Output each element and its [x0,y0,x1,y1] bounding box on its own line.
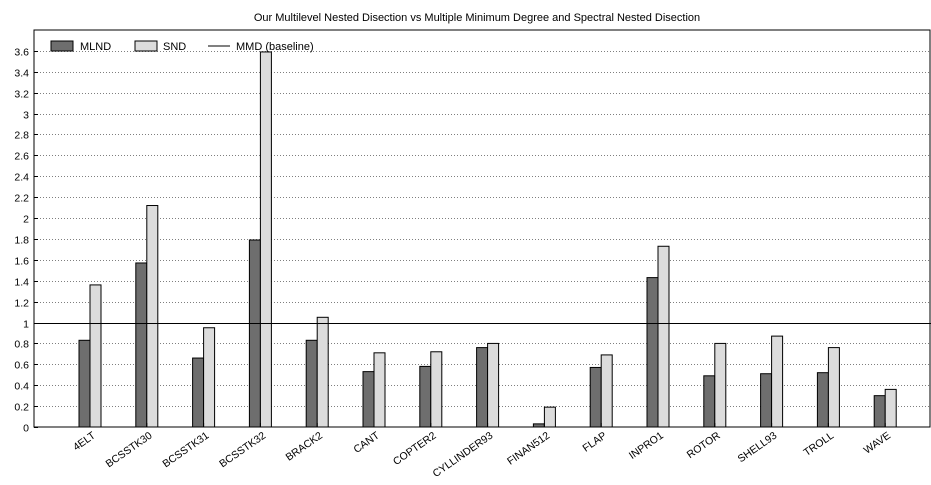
y-tick-label: 3.2 [14,89,29,101]
y-tick-label: 1 [23,319,29,331]
bar-snd-bcsstk32 [259,51,272,428]
bar-snd-cyllinder93 [487,342,500,428]
plot-frame [33,29,931,428]
y-tick-label: 3 [23,110,29,122]
bar-snd-rotor [714,342,727,428]
x-tick-label: BRACK2 [284,430,325,464]
bar-snd-flap [600,354,613,428]
y-tick-label: 1.8 [14,235,29,247]
bar-snd-cant [373,352,386,428]
bar-mlnd-bcsstk30 [135,262,148,428]
x-tick-label: INPRO1 [627,430,666,462]
x-tick-label: BCSSTK32 [217,430,268,471]
y-tick-label: 0.2 [14,402,29,414]
bar-mlnd-brack2 [305,339,318,428]
legend-swatch-snd [134,40,158,52]
bars [78,51,897,428]
y-tick-label: 2.6 [14,151,29,163]
legend-label-mmd: MMD (baseline) [236,41,314,53]
y-tick-label: 1.2 [14,298,29,310]
bar-mlnd-bcsstk32 [248,239,261,428]
bar-mlnd-shell93 [760,373,773,428]
y-tick-label: 2.2 [14,193,29,205]
bar-mlnd-cant [362,371,375,428]
bar-mlnd-wave [873,395,886,428]
y-tick-label: 2.4 [14,172,29,184]
bar-snd-bcsstk30 [146,205,159,428]
x-tick-label: BCSSTK31 [160,430,211,471]
bar-snd-copter2 [430,351,443,428]
x-tick-label: ROTOR [685,429,723,461]
y-tick-label: 1.6 [14,256,29,268]
legend-swatch-mlnd [50,40,74,52]
bar-snd-wave [884,388,897,428]
x-tick-label: COPTER2 [391,430,439,468]
x-tick-label: CYLLINDER93 [431,430,496,480]
legend-label-snd: SND [163,41,186,53]
x-tick-label: SHELL93 [736,430,780,466]
bar-mlnd-cyllinder93 [476,347,489,428]
y-tick-label: 0.4 [14,381,29,393]
bar-mlnd-rotor [703,375,716,428]
bar-snd-shell93 [771,335,784,428]
legend: MLND SND MMD (baseline) [50,40,314,53]
y-tick-label: 2.8 [14,130,29,142]
legend-label-mlnd: MLND [80,41,111,53]
x-axis: 4ELT BCSSTK30 BCSSTK31 BCSSTK32 BRACK2 CANT CO… [71,423,893,480]
bar-mlnd-4elt [78,339,91,428]
bar-mlnd-bcsstk31 [192,357,205,428]
x-tick-label: TROLL [802,430,837,459]
bar-snd-bcsstk31 [203,327,216,428]
x-tick-label: FINAN512 [505,430,552,468]
x-tick-label: FLAP [581,430,609,455]
x-tick-label: 4ELT [71,429,98,453]
bar-mlnd-troll [816,372,829,428]
x-tick-label: WAVE [862,430,893,457]
bar-snd-4elt [89,284,102,428]
bar-snd-troll [827,347,840,428]
y-tick-label: 0.8 [14,339,29,351]
y-tick-label: 0 [23,423,29,435]
bar-mlnd-flap [589,366,602,428]
y-tick-label: 2 [23,214,29,226]
y-axis: 0 0.2 0.4 0.6 0.8 1 1.2 1.4 1.6 1.8 2 2.2 2.4 2.6 2.8 3… [14,47,38,435]
y-tick-label: 3.6 [14,47,29,59]
y-tick-label: 0.6 [14,360,29,372]
bar-mlnd-inpro1 [646,277,659,428]
x-tick-label: BCSSTK30 [104,430,155,471]
bar-snd-inpro1 [657,245,670,428]
x-tick-label: CANT [351,429,382,456]
bar-snd-finan512 [543,406,556,428]
y-tick-label: 3.4 [14,68,29,80]
bar-snd-brack2 [316,316,329,428]
bar-mlnd-copter2 [419,365,432,428]
chart-title: Our Multilevel Nested Disection vs Multi… [254,12,700,24]
y-tick-label: 1.4 [14,277,29,289]
